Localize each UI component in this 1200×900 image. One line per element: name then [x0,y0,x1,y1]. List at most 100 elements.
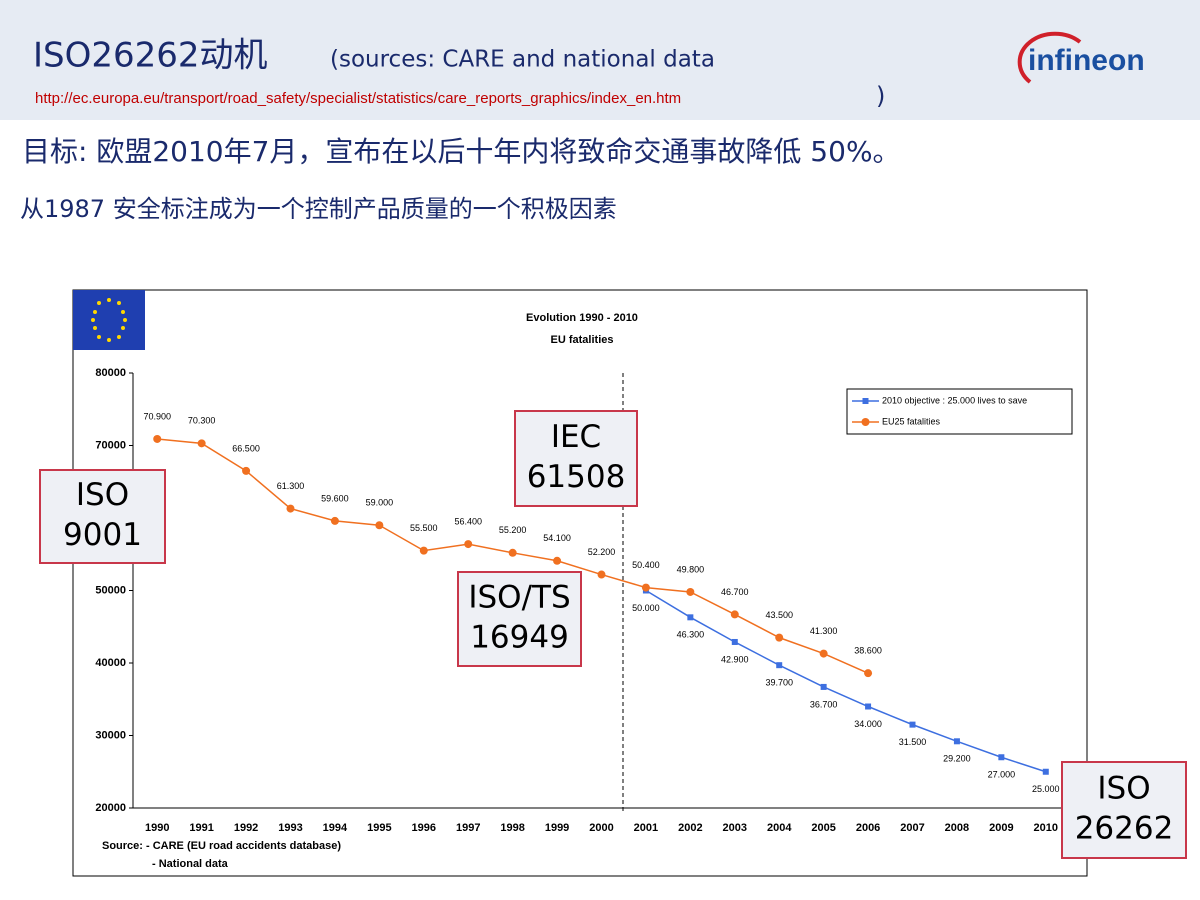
data-label: 27.000 [988,770,1016,780]
chart-title: Evolution 1990 - 2010 [526,312,638,324]
body-line: 从1987 安全标注成为一个控制产品质量的一个积极因素 [20,195,617,223]
x-tick-label: 2007 [900,822,924,834]
x-tick-label: 2000 [589,822,613,834]
x-tick-label: 1995 [367,822,391,834]
x-tick-label: 2005 [811,822,835,834]
slide-title: ISO26262动机 [33,36,268,76]
data-label: 59.000 [366,498,394,508]
data-label: 49.800 [677,564,705,574]
x-tick-label: 1999 [545,822,569,834]
x-tick-label: 1994 [323,822,348,834]
data-label: 50.400 [632,560,660,570]
data-label: 46.300 [677,630,705,640]
series-line [645,589,1047,773]
marker [1042,768,1049,775]
marker [687,614,694,621]
x-tick-label: 2003 [723,822,747,834]
data-label: 66.500 [232,443,260,453]
x-tick-label: 2009 [989,822,1013,834]
marker [865,703,872,710]
source-note: (sources: CARE and national data [330,47,715,73]
x-tick-label: 1993 [278,822,302,834]
source: Source: - CARE (EU road accidents databa… [102,840,341,852]
marker [864,669,873,678]
y-tick-label: 30000 [95,729,126,741]
data-label: 29.200 [943,754,971,764]
y-tick-label: 50000 [95,584,126,596]
legend-marker [861,418,870,426]
marker [597,570,606,579]
callout-text: 61508 [527,459,626,495]
y-tick-label: 20000 [95,802,126,814]
data-label: 31.500 [899,737,927,747]
marker [998,754,1005,761]
data-label: 41.300 [810,626,838,636]
data-label: 70.900 [143,411,171,421]
callout-text: ISO [1097,771,1150,807]
data-label: 59.600 [321,493,349,503]
x-tick-label: 1991 [189,822,213,834]
marker [197,439,206,448]
marker [286,504,295,513]
data-label: 43.500 [765,610,793,620]
marker [730,610,739,619]
x-tick-label: 1992 [234,822,258,834]
marker [731,638,738,645]
flag-stars [91,298,127,342]
callout-box [1061,761,1187,859]
data-label: 70.300 [188,416,216,426]
callout-text: ISO [76,477,129,513]
x-tick-label: 2004 [767,822,792,834]
data-label: 34.000 [854,719,882,729]
chart-subtitle: EU fatalities [551,334,614,346]
x-tick-label: 1990 [145,822,169,834]
data-label: 61.300 [277,481,305,491]
legend-box [846,388,1073,435]
y-tick-label: 40000 [95,657,126,669]
callout-text: ISO/TS [468,580,570,616]
body-line: 目标: 欧盟2010年7月，宣布在以后十年内将致命交通事故降低 50%。 [22,135,901,168]
callout-text: 9001 [63,517,142,553]
marker [953,738,960,745]
logo-arc [1017,31,1082,84]
closing-paren: ) [876,82,885,110]
header-band [0,0,1200,120]
marker [330,516,339,525]
marker [375,521,384,530]
y-tick-label: 70000 [95,439,126,451]
x-tick-label: 2008 [945,822,969,834]
marker [819,649,828,658]
marker [242,466,251,475]
x-tick-label: 2010 [1034,822,1058,834]
x-tick-label: 2001 [634,822,658,834]
x-tick-label: 1998 [500,822,524,834]
marker [820,683,827,690]
marker [553,556,562,565]
source: - National data [152,858,229,870]
data-label: 36.700 [810,699,838,709]
marker [464,540,473,549]
callout-box [39,469,166,564]
data-label: 42.900 [721,654,749,664]
data-label: 54.100 [543,533,571,543]
callout-text: 26262 [1075,811,1174,847]
callout-text: 16949 [470,620,569,656]
callout-box [514,410,638,507]
marker [508,548,517,557]
callout-box [457,571,582,667]
data-label: 46.700 [721,587,749,597]
x-tick-label: 1996 [412,822,436,834]
legend-marker [862,398,869,404]
data-label: 52.200 [588,547,616,557]
callout-text: IEC [551,419,601,455]
x-tick-label: 2006 [856,822,880,834]
x-tick-label: 1997 [456,822,480,834]
data-label: 56.400 [454,516,482,526]
y-tick-label: 80000 [95,367,126,379]
marker [686,587,695,596]
logo: infineon [1028,44,1145,77]
url: http://ec.europa.eu/transport/road_safet… [35,90,681,107]
data-label: 38.600 [854,646,882,656]
legend-label: EU25 fatalities [882,416,941,426]
